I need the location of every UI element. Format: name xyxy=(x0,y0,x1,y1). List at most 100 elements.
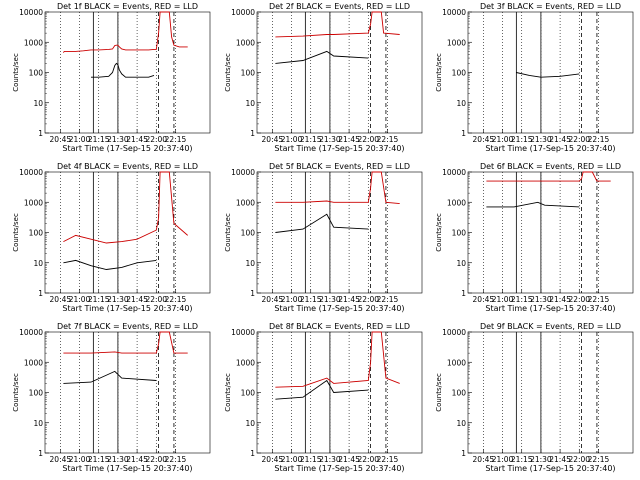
panel-title: Det 9f BLACK = Events, RED = LLD xyxy=(480,322,621,331)
x-axis-label: Start Time (17-Sep-15 20:37:40) xyxy=(485,304,615,313)
lld-line xyxy=(63,11,188,53)
events-line xyxy=(63,370,157,384)
y-tick-label: 100 xyxy=(29,389,44,398)
y-tick-label: 1 xyxy=(461,129,466,138)
x-tick-label: 21:15 xyxy=(511,455,533,464)
y-tick-label: 1000 xyxy=(447,198,466,207)
x-tick-label: 21:30 xyxy=(107,135,129,144)
y-tick-label: 10000 xyxy=(231,328,255,337)
x-tick-label: 22:00 xyxy=(357,295,379,304)
y-tick-label: 10000 xyxy=(231,8,255,17)
y-tick-label: 1 xyxy=(250,449,255,458)
x-tick-label: 21:45 xyxy=(338,135,360,144)
x-tick-label: 21:00 xyxy=(281,135,303,144)
x-tick-label: 22:00 xyxy=(357,135,379,144)
x-tick-label: 21:30 xyxy=(319,455,341,464)
y-tick-label: 100 xyxy=(452,389,467,398)
x-axis-label: Start Time (17-Sep-15 20:37:40) xyxy=(485,144,615,153)
x-tick-label: 21:30 xyxy=(530,135,552,144)
x-tick-label: 21:00 xyxy=(492,455,514,464)
x-tick-label: 22:00 xyxy=(357,455,379,464)
y-tick-label: 10 xyxy=(456,99,466,108)
y-axis-label: Counts/sec xyxy=(224,373,232,412)
lld-line xyxy=(63,171,188,244)
x-tick-label: 20:45 xyxy=(473,295,495,304)
panel-6: Det 6f BLACK = Events, RED = LLD 1 10 100 10… xyxy=(435,162,634,313)
x-tick-label: 21:45 xyxy=(126,455,148,464)
events-line xyxy=(275,379,369,400)
y-tick-label: 1 xyxy=(461,289,466,298)
y-tick-label: 10 xyxy=(456,259,466,268)
x-tick-label: 22:15 xyxy=(588,295,610,304)
y-tick-label: 1 xyxy=(38,289,43,298)
panel-3: Det 3f BLACK = Events, RED = LLD 1 10 100 10… xyxy=(435,2,634,153)
y-axis-label: Counts/sec xyxy=(224,53,232,92)
y-tick-label: 1 xyxy=(461,449,466,458)
x-tick-label: 21:30 xyxy=(107,295,129,304)
y-tick-label: 1000 xyxy=(24,38,43,47)
y-tick-label: 10 xyxy=(245,99,255,108)
x-tick-label: 20:45 xyxy=(262,135,284,144)
x-tick-label: 21:30 xyxy=(530,455,552,464)
panel-title: Det 1f BLACK = Events, RED = LLD xyxy=(57,2,198,11)
x-tick-label: 22:00 xyxy=(568,135,590,144)
x-tick-label: 22:00 xyxy=(568,455,590,464)
x-tick-label: 22:15 xyxy=(588,455,610,464)
x-tick-label: 20:45 xyxy=(473,135,495,144)
x-tick-label: 22:15 xyxy=(377,295,399,304)
events-line xyxy=(275,50,369,64)
y-axis-label: Counts/sec xyxy=(435,213,443,252)
events-line xyxy=(516,72,580,78)
x-tick-label: 22:15 xyxy=(165,135,187,144)
x-tick-label: 21:30 xyxy=(319,295,341,304)
lld-line xyxy=(275,171,400,205)
x-tick-label: 21:00 xyxy=(69,295,91,304)
y-tick-label: 1000 xyxy=(447,358,466,367)
y-tick-label: 1 xyxy=(38,129,43,138)
plot-frame xyxy=(44,11,211,134)
plot-frame xyxy=(44,331,211,454)
y-tick-label: 1000 xyxy=(24,358,43,367)
lld-line xyxy=(275,331,400,388)
panel-4: Det 4f BLACK = Events, RED = LLD 1 10 100 10… xyxy=(12,162,211,313)
panel-title: Det 3f BLACK = Events, RED = LLD xyxy=(480,2,621,11)
y-tick-label: 10 xyxy=(33,259,43,268)
x-tick-label: 21:00 xyxy=(281,295,303,304)
x-tick-label: 22:15 xyxy=(165,295,187,304)
y-tick-label: 100 xyxy=(29,69,44,78)
y-tick-label: 10 xyxy=(245,259,255,268)
plot-frame xyxy=(44,171,211,294)
lld-line xyxy=(63,331,188,354)
y-axis-label: Counts/sec xyxy=(12,373,20,412)
x-axis-label: Start Time (17-Sep-15 20:37:40) xyxy=(274,304,404,313)
panel-2: Det 2f BLACK = Events, RED = LLD 1 10 100 10… xyxy=(224,2,423,153)
y-axis-label: Counts/sec xyxy=(435,373,443,412)
events-line xyxy=(91,62,155,78)
x-tick-label: 21:30 xyxy=(107,455,129,464)
x-axis-label: Start Time (17-Sep-15 20:37:40) xyxy=(62,464,192,473)
x-tick-label: 21:15 xyxy=(300,455,322,464)
x-tick-label: 21:30 xyxy=(319,135,341,144)
y-tick-label: 10000 xyxy=(19,328,43,337)
x-axis-label: Start Time (17-Sep-15 20:37:40) xyxy=(274,464,404,473)
panel-8: Det 8f BLACK = Events, RED = LLD 1 10 100 10… xyxy=(224,322,423,473)
panel-title: Det 6f BLACK = Events, RED = LLD xyxy=(480,162,621,171)
x-tick-label: 22:15 xyxy=(165,455,187,464)
y-tick-label: 1000 xyxy=(236,38,255,47)
y-tick-label: 100 xyxy=(241,229,256,238)
plot-frame xyxy=(467,331,634,454)
y-tick-label: 1000 xyxy=(236,198,255,207)
x-tick-label: 21:15 xyxy=(88,135,110,144)
y-axis-label: Counts/sec xyxy=(435,53,443,92)
y-tick-label: 10000 xyxy=(19,168,43,177)
plot-frame xyxy=(467,11,634,134)
y-axis-label: Counts/sec xyxy=(224,213,232,252)
x-tick-label: 21:45 xyxy=(338,455,360,464)
x-tick-label: 20:45 xyxy=(50,455,72,464)
y-tick-label: 10000 xyxy=(442,8,466,17)
x-tick-label: 21:45 xyxy=(549,295,571,304)
plot-frame xyxy=(256,171,423,294)
x-tick-label: 21:00 xyxy=(69,455,91,464)
y-tick-label: 100 xyxy=(241,389,256,398)
y-tick-label: 10 xyxy=(456,419,466,428)
